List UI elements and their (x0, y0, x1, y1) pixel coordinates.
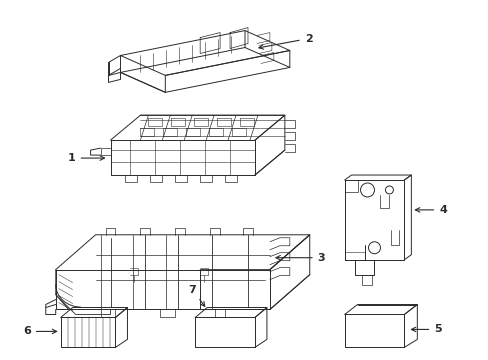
Text: 4: 4 (414, 205, 446, 215)
Text: 6: 6 (23, 327, 57, 336)
Text: 5: 5 (410, 324, 441, 334)
Text: 1: 1 (68, 153, 104, 163)
Text: 7: 7 (188, 284, 204, 306)
Text: 2: 2 (258, 33, 312, 49)
Text: 3: 3 (275, 253, 325, 263)
